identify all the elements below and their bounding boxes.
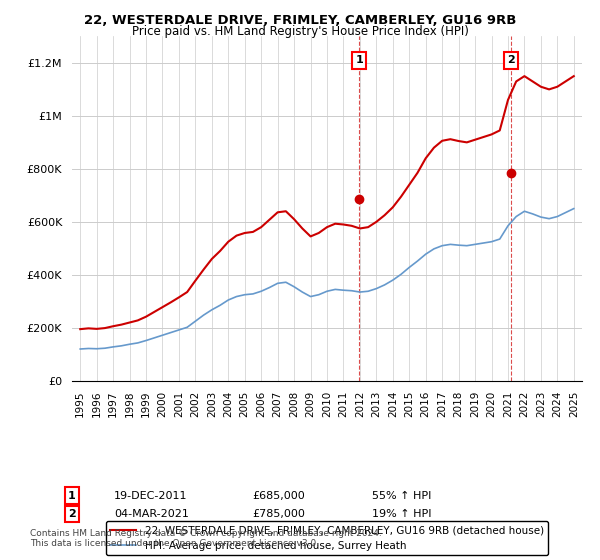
Text: 22, WESTERDALE DRIVE, FRIMLEY, CAMBERLEY, GU16 9RB: 22, WESTERDALE DRIVE, FRIMLEY, CAMBERLEY… bbox=[84, 14, 516, 27]
Text: 55% ↑ HPI: 55% ↑ HPI bbox=[372, 491, 431, 501]
Legend: 22, WESTERDALE DRIVE, FRIMLEY, CAMBERLEY, GU16 9RB (detached house), HPI: Averag: 22, WESTERDALE DRIVE, FRIMLEY, CAMBERLEY… bbox=[106, 521, 548, 554]
Text: 19-DEC-2011: 19-DEC-2011 bbox=[114, 491, 187, 501]
Text: 1: 1 bbox=[68, 491, 76, 501]
Text: 19% ↑ HPI: 19% ↑ HPI bbox=[372, 509, 431, 519]
Text: Price paid vs. HM Land Registry's House Price Index (HPI): Price paid vs. HM Land Registry's House … bbox=[131, 25, 469, 38]
Text: Contains HM Land Registry data © Crown copyright and database right 2024.: Contains HM Land Registry data © Crown c… bbox=[30, 529, 382, 538]
Text: 2: 2 bbox=[507, 55, 515, 66]
Text: 2: 2 bbox=[68, 509, 76, 519]
Text: This data is licensed under the Open Government Licence v3.0.: This data is licensed under the Open Gov… bbox=[30, 539, 319, 548]
Text: £685,000: £685,000 bbox=[252, 491, 305, 501]
Text: 04-MAR-2021: 04-MAR-2021 bbox=[114, 509, 189, 519]
Text: £785,000: £785,000 bbox=[252, 509, 305, 519]
Text: 1: 1 bbox=[355, 55, 363, 66]
